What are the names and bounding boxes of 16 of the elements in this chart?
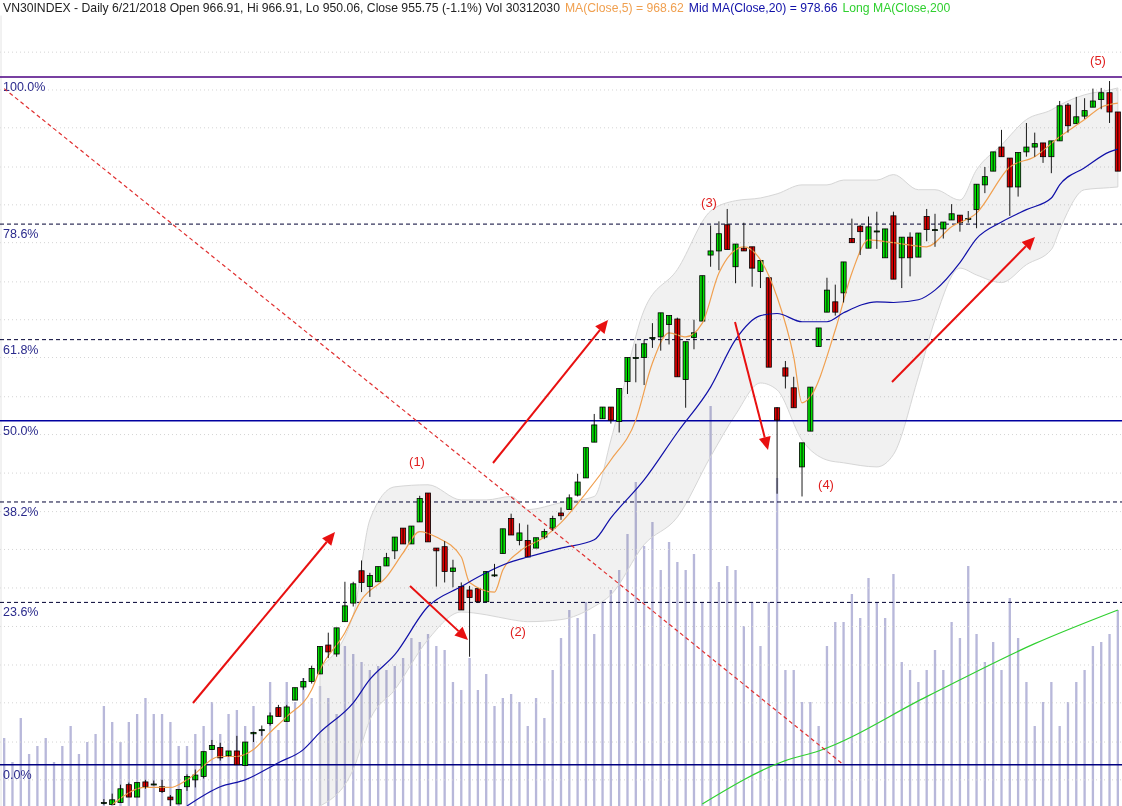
annotation: (4) bbox=[818, 477, 834, 492]
text: MA(Close,5) = 968.62 bbox=[564, 1, 685, 15]
annotation: (1) bbox=[409, 454, 425, 469]
ref-line-label: 0.0% bbox=[3, 767, 32, 782]
ref-line-label: 100.0% bbox=[3, 79, 46, 94]
ref-line-label: 50.0% bbox=[3, 423, 39, 438]
text: Long MA(Close,200 bbox=[842, 1, 951, 15]
ref-line-label: 38.2% bbox=[3, 504, 39, 519]
annotation: (3) bbox=[701, 195, 717, 210]
ref-line-label: 23.6% bbox=[3, 605, 39, 620]
annotation: (2) bbox=[510, 624, 526, 639]
chart-title: VN30INDEX - Daily 6/21/2018 Open 966.91, Hi 966.91, Lo 950.06, Close 955.75 (-1.1%) Vol 30312030 bbox=[3, 1, 561, 15]
ref-line-label: 61.8% bbox=[3, 342, 39, 357]
text: Mid MA(Close,20) = 978.66 bbox=[688, 1, 838, 15]
ref-line-label: 78.6% bbox=[3, 227, 39, 242]
annotation: (5) bbox=[1090, 53, 1106, 68]
